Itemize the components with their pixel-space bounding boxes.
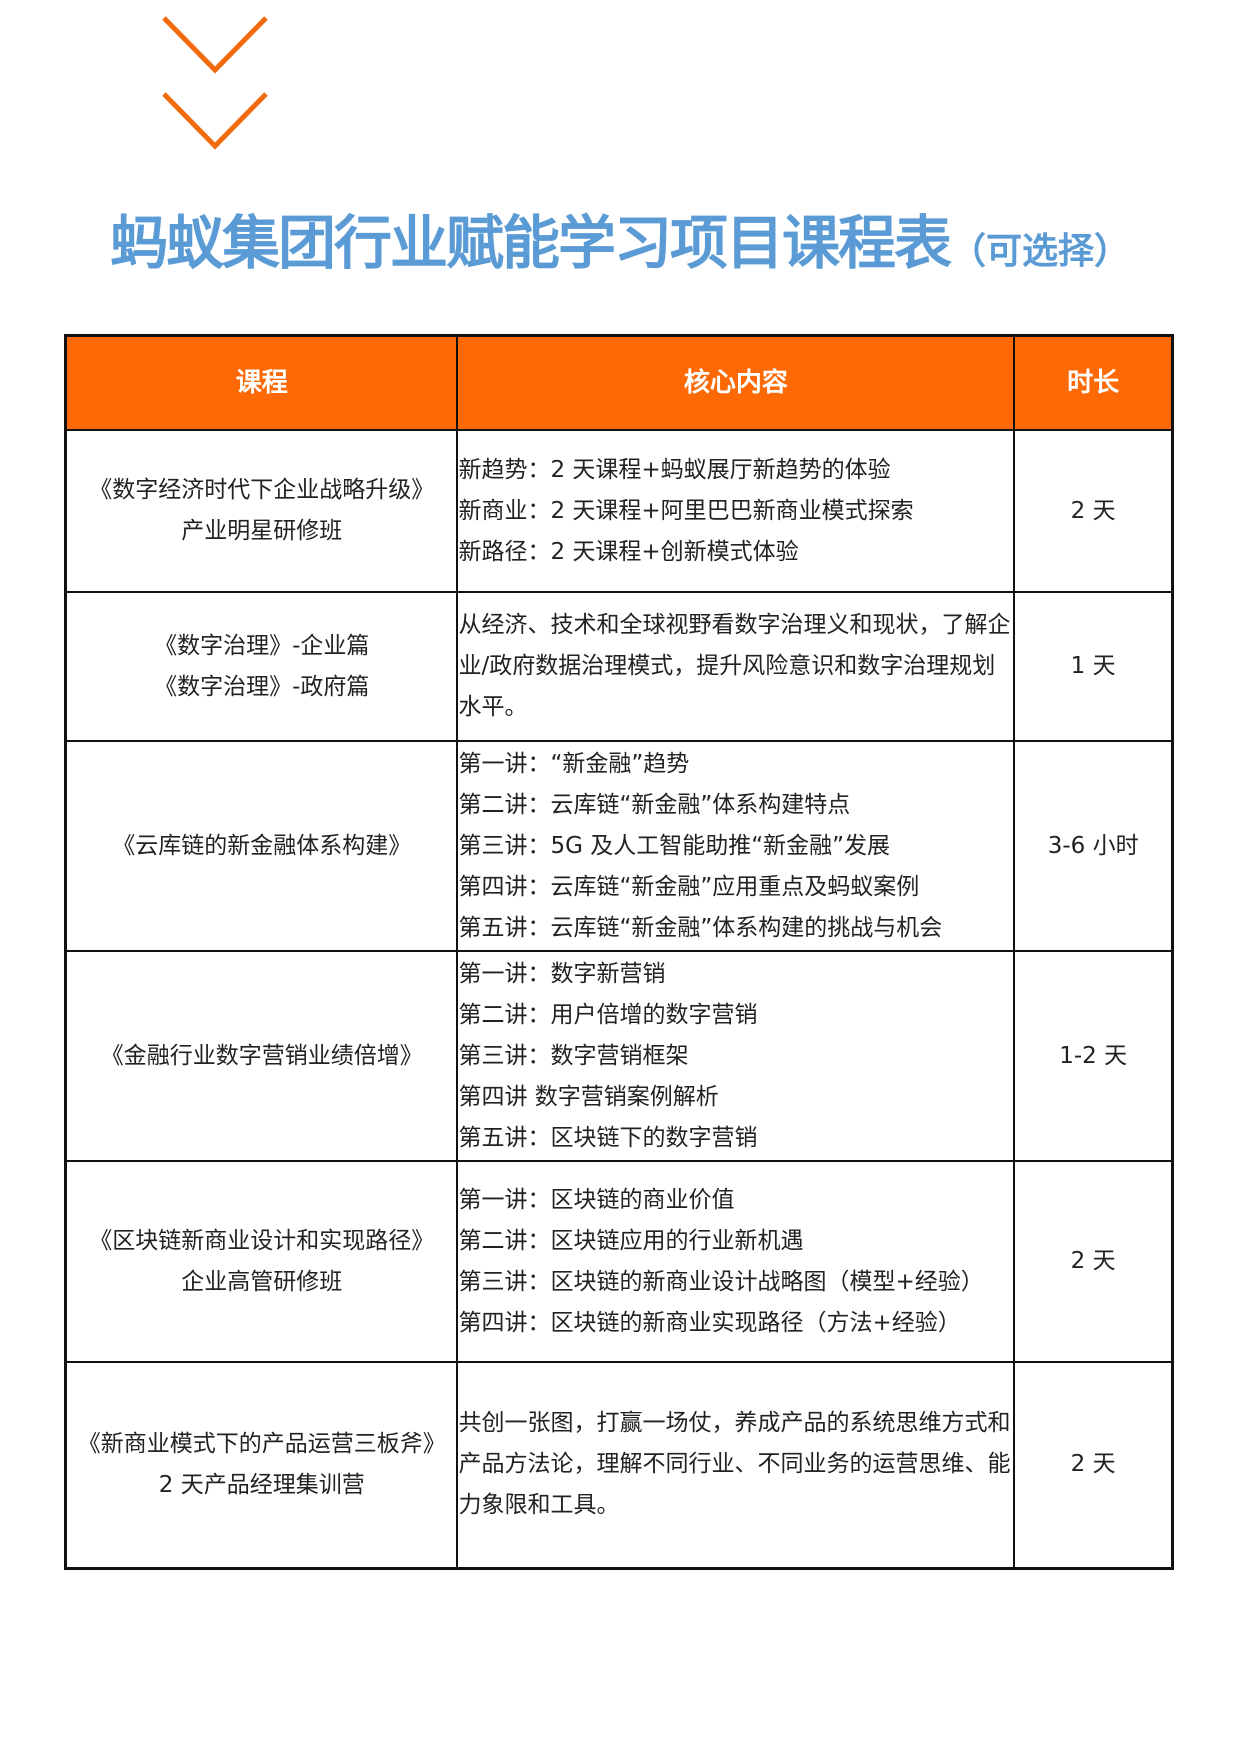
content-line: 共创一张图，打赢一场仗，养成产品的系统思维方式和产品方法论，理解不同行业、不同业…: [458, 1410, 1011, 1519]
content-line: 新路径：2 天课程+创新模式体验: [458, 538, 799, 565]
content-line: 第一讲：区块链的商业价值: [458, 1186, 735, 1213]
table-row: 《区块链新商业设计和实现路径》 企业高管研修班 第一讲：区块链的商业价值 第二讲：区块…: [64, 1160, 1174, 1363]
course-name: 产业明星研修班: [181, 518, 343, 544]
content-cell: 共创一张图，打赢一场仗，养成产品的系统思维方式和产品方法论，理解不同行业、不同业…: [456, 1361, 1016, 1569]
content-line: 新商业：2 天课程+阿里巴巴新商业模式探索: [458, 497, 914, 524]
course-cell: 《新商业模式下的产品运营三板斧》 2 天产品经理集训营: [64, 1361, 459, 1569]
course-name: 《数字治理》-政府篇: [154, 673, 370, 700]
content-cell: 从经济、技术和全球视野看数字治理义和现状，了解企业/政府数据治理模式，提升风险意…: [456, 591, 1016, 742]
duration-cell: 2 天: [1013, 1361, 1174, 1569]
course-cell: 《金融行业数字营销业绩倍增》: [64, 950, 459, 1162]
content-line: 从经济、技术和全球视野看数字治理义和现状，了解企业/政府数据治理模式，提升风险意…: [458, 612, 1011, 720]
page-title: 蚂蚁集团行业赋能学习项目课程表（可选择）: [0, 196, 1240, 280]
header-content: 核心内容: [456, 334, 1016, 431]
content-cell: 第一讲：区块链的商业价值第二讲：区块链应用的行业新机遇第三讲：区块链的新商业设计…: [456, 1160, 1016, 1363]
content-line: 第一讲：数字新营销: [458, 960, 666, 987]
table-header: 课程 核心内容 时长: [64, 334, 1174, 431]
course-name: 《金融行业数字营销业绩倍增》: [100, 1042, 423, 1069]
duration-cell: 1-2 天: [1013, 950, 1174, 1162]
content-line: 第四讲：区块链的新商业实现路径（方法+经验）: [458, 1309, 961, 1336]
content-cell: 新趋势：2 天课程+蚂蚁展厅新趋势的体验 新商业：2 天课程+阿里巴巴新商业模式探…: [456, 429, 1016, 593]
course-name: 《数字治理》-企业篇: [154, 632, 370, 659]
content-line: 第四讲 数字营销案例解析: [458, 1083, 719, 1110]
table-row: 《金融行业数字营销业绩倍增》 第一讲：数字新营销第二讲：用户倍增的数字营销 第三讲：…: [64, 950, 1174, 1162]
course-cell: 《数字经济时代下企业战略升级》 产业明星研修班: [64, 429, 459, 593]
table-row: 《云库链的新金融体系构建》 第一讲：“新金融”趋势第二讲：云库链“新金融”体系构建…: [64, 740, 1174, 952]
course-name: 企业高管研修班: [181, 1268, 343, 1295]
course-cell: 《区块链新商业设计和实现路径》 企业高管研修班: [64, 1160, 459, 1363]
content-line: 第四讲：云库链“新金融”应用重点及蚂蚁案例: [458, 873, 920, 900]
duration-cell: 3-6 小时: [1013, 740, 1174, 952]
header-duration: 时长: [1013, 334, 1174, 431]
table-row: 《新商业模式下的产品运营三板斧》 2 天产品经理集训营 共创一张图，打赢一场仗，养成…: [64, 1361, 1174, 1569]
course-name: 2 天产品经理集训营: [158, 1471, 365, 1498]
course-name: 《区块链新商业设计和实现路径》: [89, 1227, 435, 1254]
course-name: 《云库链的新金融体系构建》: [112, 832, 412, 859]
content-line: 第五讲：云库链“新金融”体系构建的挑战与机会: [458, 914, 943, 941]
title-main: 蚂蚁集团行业赋能学习项目课程表: [109, 209, 952, 277]
course-cell: 《数字治理》-企业篇 《数字治理》-政府篇: [64, 591, 459, 742]
course-name: 《数字经济时代下企业战略升级》: [89, 477, 435, 503]
content-line: 第二讲：云库链“新金融”体系构建特点: [458, 791, 851, 818]
content-line: 第三讲：数字营销框架: [458, 1042, 689, 1069]
content-cell: 第一讲：“新金融”趋势第二讲：云库链“新金融”体系构建特点第三讲：5G 及人工智…: [456, 740, 1016, 952]
content-line: 第五讲：区块链下的数字营销: [458, 1124, 758, 1151]
duration-cell: 2 天: [1013, 1160, 1174, 1363]
duration-cell: 1 天: [1013, 591, 1174, 742]
content-line: 第二讲：用户倍增的数字营销: [458, 1001, 758, 1028]
content-line: 第三讲：5G 及人工智能助推“新金融”发展: [458, 832, 891, 859]
course-table: 课程 核心内容 时长 《数字经济时代下企业战略升级》 产业明星研修班 新趋势：2 天…: [64, 334, 1174, 1570]
header-course: 课程: [64, 334, 459, 431]
course-name: 《新商业模式下的产品运营三板斧》: [77, 1430, 446, 1457]
title-sub: （可选择）: [950, 231, 1131, 272]
chevron-down-icon: [162, 16, 268, 74]
table-row: 《数字治理》-企业篇 《数字治理》-政府篇 从经济、技术和全球视野看数字治理义和现状…: [64, 591, 1174, 742]
content-line: 第一讲：“新金融”趋势: [458, 750, 690, 777]
content-line: 第二讲：区块链应用的行业新机遇: [458, 1227, 804, 1254]
table-row: 《数字经济时代下企业战略升级》 产业明星研修班 新趋势：2 天课程+蚂蚁展厅新趋势的…: [64, 429, 1174, 593]
content-line: 第三讲：区块链的新商业设计战略图（模型+经验）: [458, 1268, 984, 1295]
chevron-down-icon: [162, 92, 268, 150]
content-line: 新趋势：2 天课程+蚂蚁展厅新趋势的体验: [458, 456, 891, 483]
duration-cell: 2 天: [1013, 429, 1174, 593]
course-cell: 《云库链的新金融体系构建》: [64, 740, 459, 952]
content-cell: 第一讲：数字新营销第二讲：用户倍增的数字营销 第三讲：数字营销框架第四讲 数字营销…: [456, 950, 1016, 1162]
